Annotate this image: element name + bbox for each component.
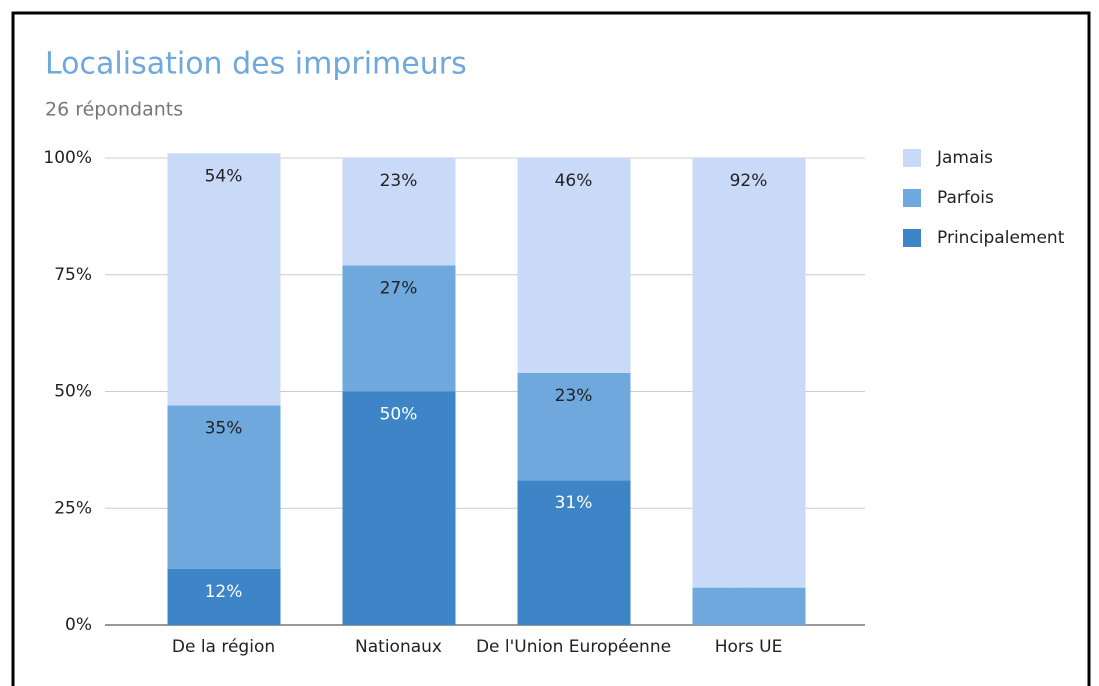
bar-segment (342, 265, 456, 392)
legend-swatch (903, 189, 921, 207)
data-label: 35% (205, 419, 243, 439)
frame (11, 11, 1091, 686)
x-tick-label: De la région (172, 637, 275, 657)
bar-segment (342, 158, 456, 266)
x-tick-label: Hors UE (715, 637, 783, 657)
x-tick-label: De l'Union Européenne (476, 637, 671, 657)
data-label: 46% (555, 171, 593, 191)
data-label: 23% (555, 386, 593, 406)
bar-segment (517, 372, 631, 481)
bar-segment (517, 158, 631, 373)
legend-label: Parfois (937, 188, 994, 208)
bar-segment (692, 587, 806, 625)
data-label: 92% (730, 171, 768, 191)
bar-segment (692, 158, 806, 588)
chart-title: Localisation des imprimeurs (45, 47, 467, 82)
legend-label: Jamais (936, 148, 993, 168)
chart-subtitle: 26 répondants (45, 99, 183, 121)
y-tick-label: 50% (54, 382, 92, 402)
y-tick-label: 0% (65, 615, 92, 635)
bar-segment (167, 568, 281, 625)
y-tick-label: 25% (54, 498, 92, 518)
y-tick-label: 100% (43, 148, 92, 168)
legend-label: Principalement (937, 228, 1065, 248)
bar-segment (342, 391, 456, 625)
legend-swatch (903, 149, 921, 167)
bar-segment (517, 480, 631, 625)
data-label: 31% (555, 493, 593, 513)
data-label: 23% (380, 171, 418, 191)
legend-swatch (903, 229, 921, 247)
y-tick-label: 75% (54, 265, 92, 285)
data-label: 12% (205, 582, 243, 602)
data-label: 27% (380, 278, 418, 298)
x-tick-label: Nationaux (355, 637, 442, 657)
bar-segment (167, 405, 281, 569)
data-label: 54% (205, 166, 243, 186)
bar-segment (167, 153, 281, 406)
data-label: 50% (380, 405, 418, 425)
